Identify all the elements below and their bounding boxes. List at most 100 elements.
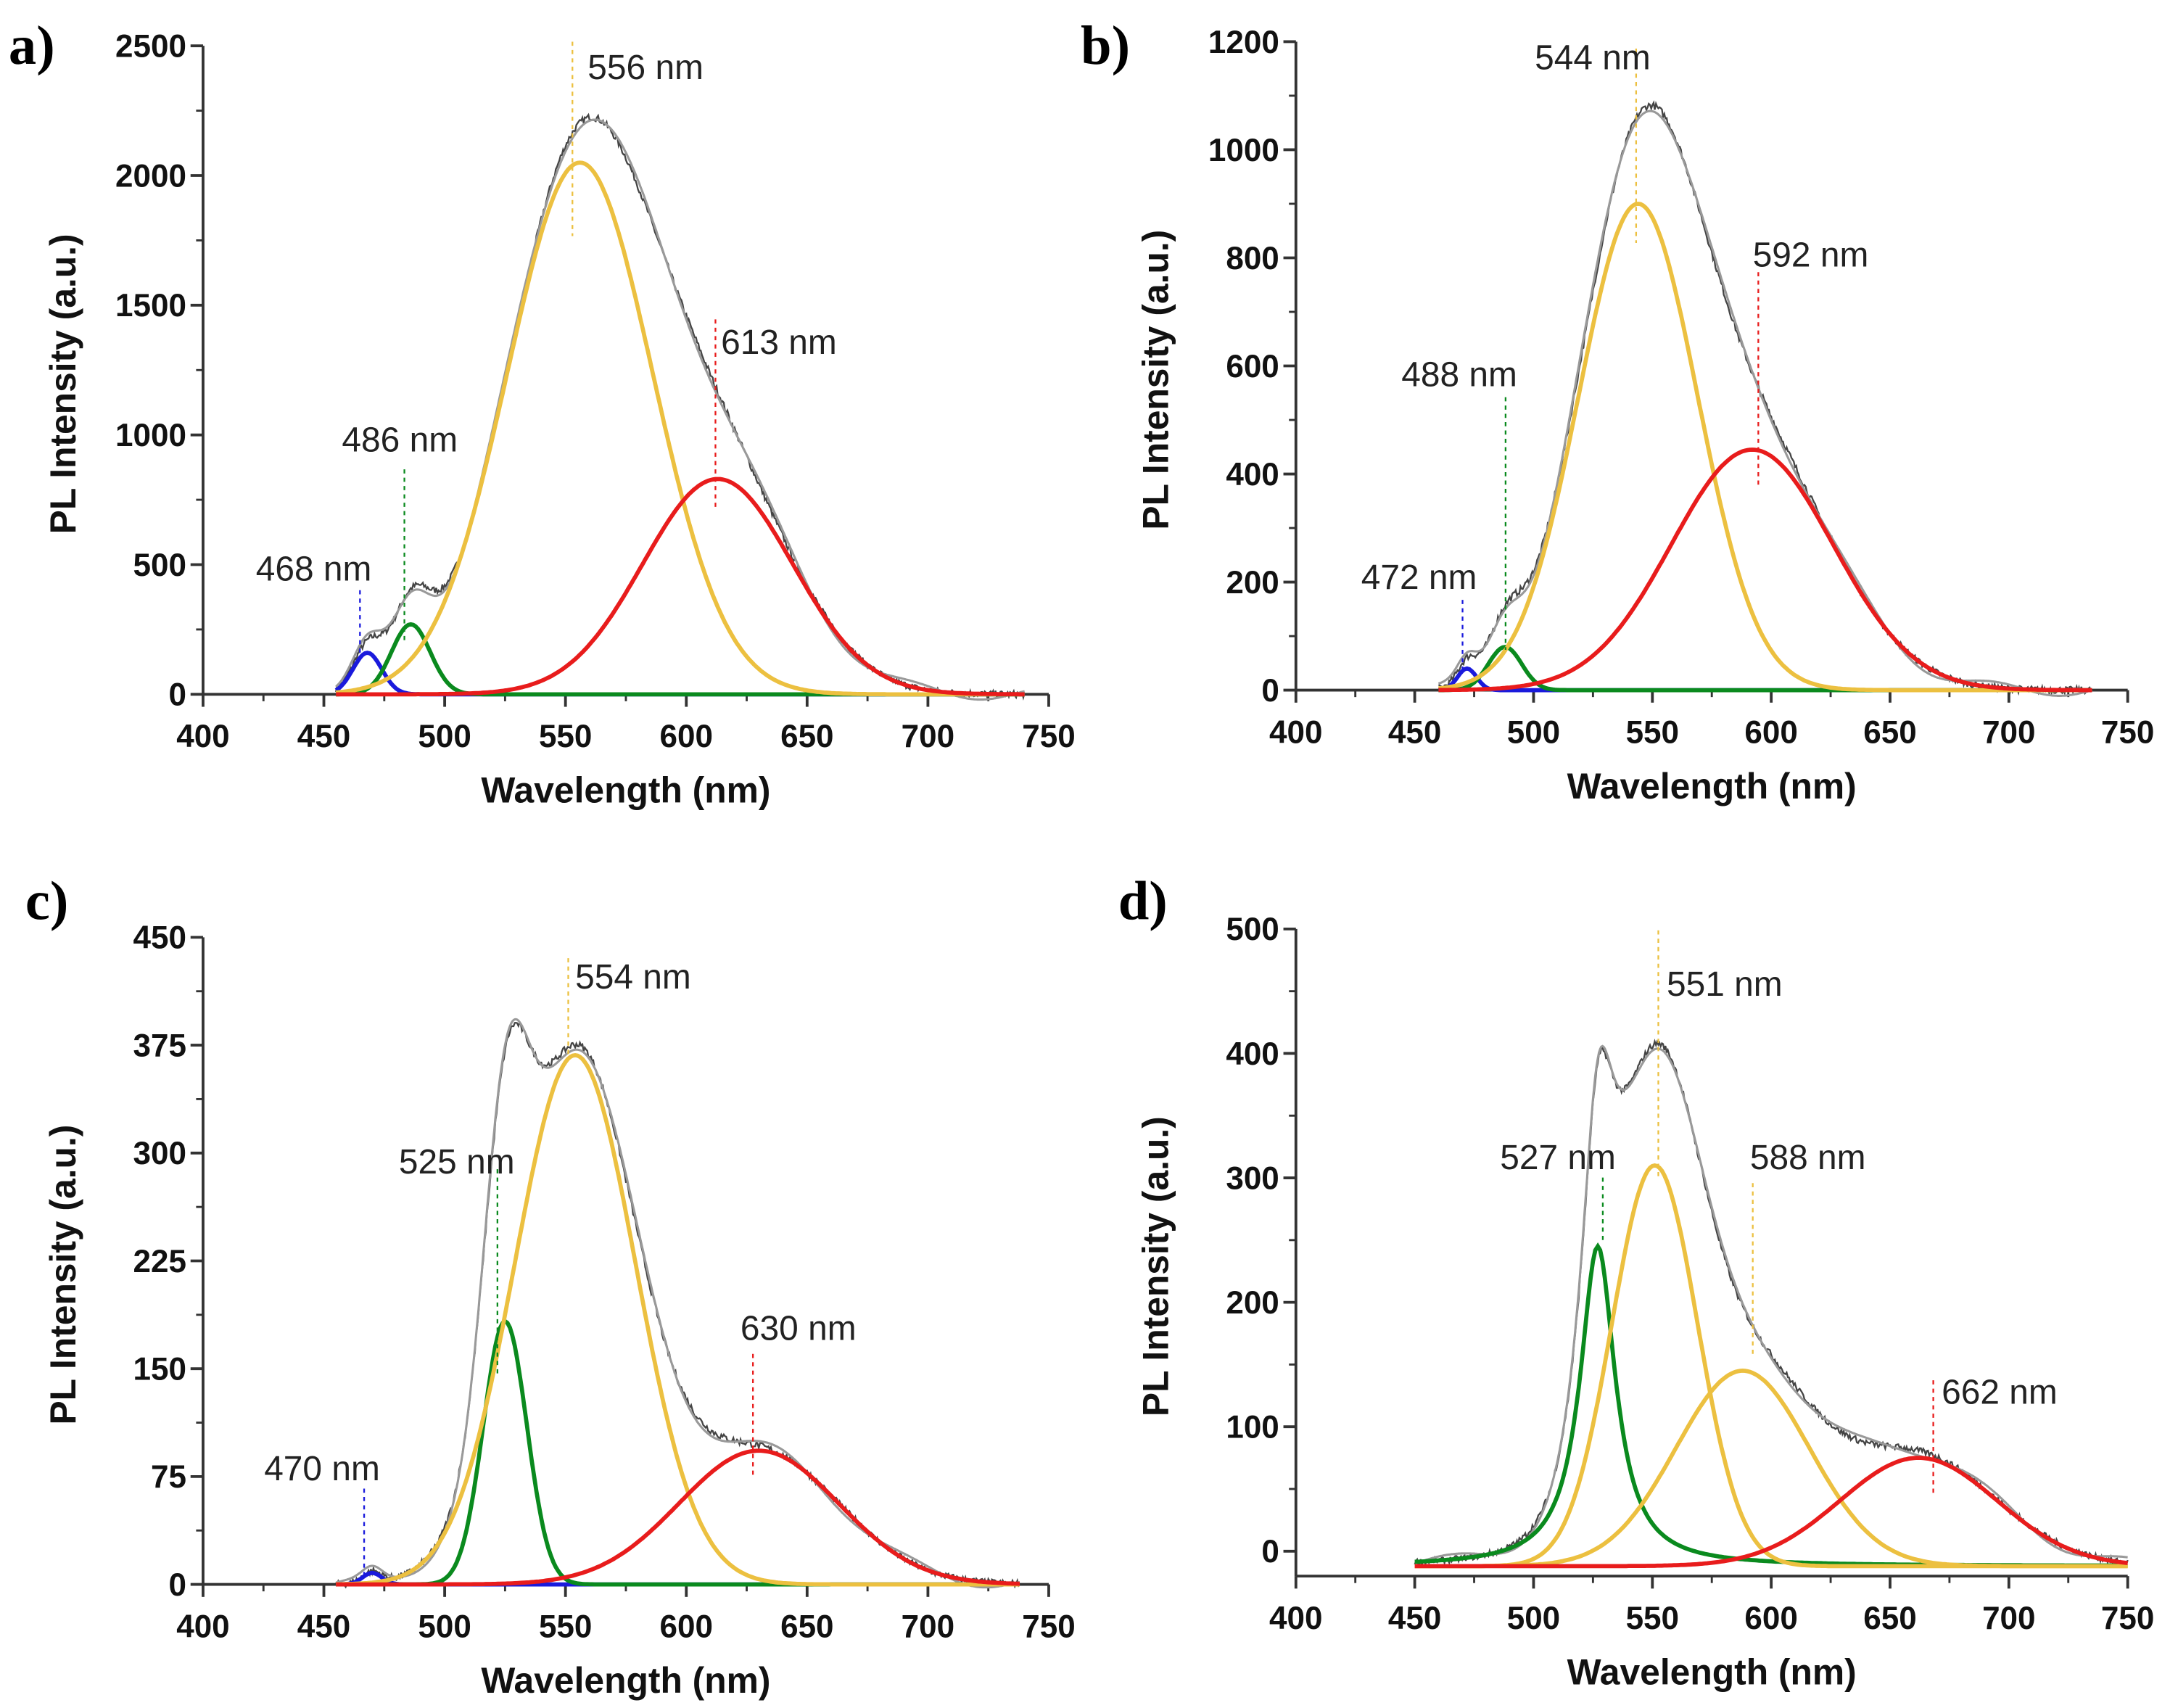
x-tick-label: 500 [1507, 714, 1560, 750]
y-tick-label: 500 [133, 548, 186, 583]
peak-component-592-nm [1438, 447, 2092, 693]
y-axis-title: PL Intensity (a.u.) [43, 1125, 83, 1425]
x-tick-label: 650 [1863, 1601, 1916, 1636]
x-tick-label: 650 [1863, 714, 1916, 750]
x-axis-title: Wavelength (nm) [481, 1660, 770, 1701]
y-tick-label: 150 [133, 1352, 186, 1387]
y-tick-label: 400 [1226, 1036, 1279, 1072]
x-tick-label: 600 [1744, 1601, 1797, 1636]
x-tick-label: 450 [1388, 1601, 1441, 1636]
y-tick-label: 2500 [115, 29, 186, 65]
y-tick-label: 300 [1226, 1160, 1279, 1196]
x-tick-label: 650 [780, 719, 833, 754]
peak-annotation: 488 nm [1401, 355, 1517, 394]
peak-annotation: 472 nm [1361, 558, 1477, 597]
cumulative-fit-line [1437, 110, 2092, 697]
panel-b: b) 400 450 500 550 600 650 700 750 0 200 400 600 800 1… [1081, 15, 2154, 806]
y-tick-label: 200 [1226, 565, 1279, 601]
x-tick-label: 600 [660, 719, 713, 754]
x-tick-label: 400 [1269, 714, 1322, 750]
y-axis-title: PL Intensity (a.u.) [1136, 230, 1176, 530]
x-tick-label: 700 [902, 719, 954, 754]
y-tick-label: 225 [133, 1244, 186, 1279]
x-axis-title: Wavelength (nm) [1567, 766, 1857, 806]
peak-component-554-nm [336, 1053, 1020, 1587]
peak-annotation: 588 nm [1750, 1139, 1866, 1177]
peak-component-630-nm [336, 1448, 1020, 1587]
panel-label: a) [9, 15, 55, 76]
peak-annotation: 662 nm [1942, 1374, 2058, 1412]
peak-component-662-nm [1414, 1456, 2128, 1569]
measured-spectrum-line [1437, 100, 2093, 696]
y-tick-label: 1200 [1208, 25, 1279, 60]
peak-component-556-nm [335, 160, 1025, 697]
x-tick-label: 450 [297, 1609, 350, 1644]
x-tick-label: 750 [2101, 714, 2154, 750]
x-axis-title: Wavelength (nm) [1567, 1651, 1857, 1692]
x-tick-label: 600 [660, 1609, 713, 1644]
peak-component-544-nm [1438, 202, 2092, 693]
y-tick-label: 75 [151, 1459, 186, 1495]
y-tick-label: 600 [1226, 349, 1279, 384]
panel-label: b) [1081, 15, 1130, 76]
x-tick-label: 600 [1744, 714, 1797, 750]
x-axis-title: Wavelength (nm) [481, 770, 770, 811]
x-tick-label: 550 [1626, 714, 1679, 750]
y-tick-label: 2000 [115, 158, 186, 194]
panel-a: a) 400 450 500 550 600 650 700 750 0 500 1000 1500 20… [9, 15, 1076, 811]
panel-label: d) [1118, 870, 1168, 931]
peak-annotation: 525 nm [399, 1143, 515, 1181]
x-tick-label: 450 [297, 719, 350, 754]
measured-spectrum-line [335, 112, 1026, 701]
x-tick-label: 500 [418, 719, 471, 754]
y-tick-label: 0 [1261, 673, 1279, 709]
y-tick-label: 800 [1226, 241, 1279, 276]
panel-label: c) [25, 870, 69, 931]
y-tick-label: 0 [169, 677, 186, 713]
x-tick-label: 700 [1982, 714, 2035, 750]
peak-annotation: 544 nm [1535, 39, 1651, 78]
cumulative-fit-line [335, 1018, 1020, 1589]
x-tick-label: 550 [539, 719, 592, 754]
y-tick-label: 450 [133, 920, 186, 956]
peak-annotation: 554 nm [575, 958, 691, 997]
y-tick-label: 100 [1226, 1410, 1279, 1445]
y-tick-label: 400 [1226, 457, 1279, 492]
x-tick-label: 400 [1269, 1601, 1322, 1636]
peak-annotation: 470 nm [264, 1450, 380, 1488]
peak-annotation: 468 nm [256, 550, 372, 588]
x-tick-label: 500 [418, 1609, 471, 1644]
x-tick-label: 750 [2101, 1601, 2154, 1636]
peak-annotation: 486 nm [342, 421, 458, 459]
peak-component-551-nm [1414, 1163, 2128, 1569]
y-tick-label: 0 [169, 1567, 186, 1603]
x-tick-label: 500 [1507, 1601, 1560, 1636]
x-tick-label: 400 [176, 719, 229, 754]
peak-annotation: 613 nm [721, 323, 837, 362]
measured-spectrum-line [1414, 1039, 2129, 1568]
y-tick-label: 300 [133, 1136, 186, 1171]
x-tick-label: 700 [902, 1609, 954, 1644]
cumulative-fit-line [1414, 1044, 2128, 1564]
x-tick-label: 550 [539, 1609, 592, 1644]
y-axis-title: PL Intensity (a.u.) [1136, 1116, 1176, 1416]
x-tick-label: 400 [176, 1609, 229, 1644]
panel-c: c) 400 450 500 550 600 650 700 750 0 75 150 225 300 37… [25, 870, 1076, 1700]
y-tick-label: 1500 [115, 288, 186, 323]
peak-component-613-nm [336, 476, 1025, 697]
x-tick-label: 450 [1388, 714, 1441, 750]
peak-annotation: 556 nm [587, 49, 704, 87]
x-tick-label: 650 [780, 1609, 833, 1644]
peak-annotation: 527 nm [1500, 1139, 1616, 1177]
x-tick-label: 750 [1022, 719, 1075, 754]
x-tick-label: 550 [1626, 1601, 1679, 1636]
panel-d: d) 400 450 500 550 600 650 700 750 0 100 200 300 400 5… [1118, 870, 2155, 1692]
y-axis-title: PL Intensity (a.u.) [43, 234, 83, 534]
y-tick-label: 375 [133, 1028, 186, 1063]
y-tick-label: 500 [1226, 912, 1279, 947]
peak-annotation: 551 nm [1667, 965, 1783, 1004]
y-tick-label: 1000 [115, 418, 186, 453]
x-tick-label: 750 [1022, 1609, 1075, 1644]
y-tick-label: 200 [1226, 1285, 1279, 1321]
